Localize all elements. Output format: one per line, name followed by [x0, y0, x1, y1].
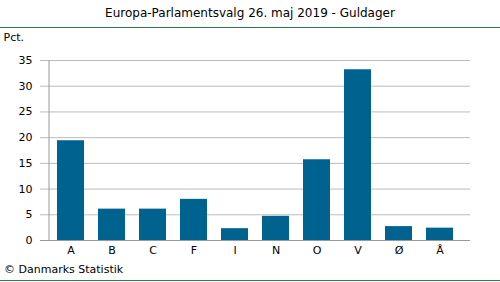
- svg-text:10: 10: [19, 183, 33, 196]
- svg-text:V: V: [354, 244, 362, 257]
- svg-text:B: B: [108, 244, 116, 257]
- svg-text:I: I: [233, 244, 236, 257]
- svg-text:C: C: [149, 244, 157, 257]
- html-text:Europa-Parlamentsvalg 26. maj: Europa-Parlamentsvalg 26. maj 2019 - Gul…: [105, 6, 395, 20]
- svg-text:A: A: [67, 244, 75, 257]
- svg-text:0: 0: [26, 234, 33, 247]
- svg-text:5: 5: [26, 208, 33, 221]
- svg-text:15: 15: [19, 157, 33, 170]
- svg-text:25: 25: [19, 105, 33, 118]
- svg-text:35: 35: [19, 54, 33, 67]
- svg-text:Pct.: Pct.: [4, 31, 25, 44]
- svg-text:Å: Å: [436, 244, 444, 257]
- html-text:© Danmarks Statistik: © Danmarks Statistik: [4, 263, 124, 276]
- svg-text:F: F: [191, 244, 197, 257]
- svg-text:30: 30: [19, 80, 33, 93]
- svg-text:20: 20: [19, 131, 33, 144]
- svg-text:O: O: [313, 244, 322, 257]
- svg-text:Ø: Ø: [395, 244, 404, 257]
- svg-text:N: N: [272, 244, 280, 257]
